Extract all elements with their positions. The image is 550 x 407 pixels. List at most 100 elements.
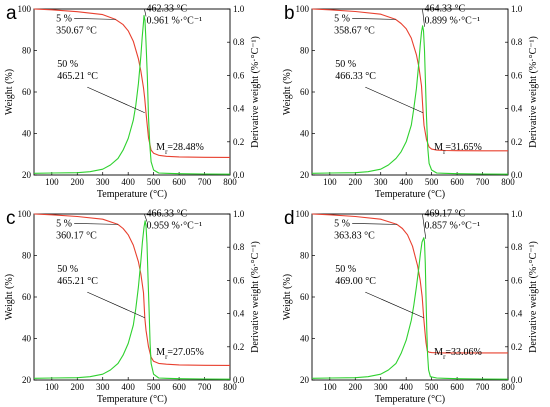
y-tick-label: 40 (22, 334, 32, 344)
x-axis-label: Temperature (°C) (375, 189, 445, 200)
y2-tick-label: 0.6 (511, 275, 523, 285)
x-tick-label: 800 (501, 177, 515, 187)
y2-tick-label: 0.0 (511, 375, 523, 385)
y2-axis-label: Derivative weight (%·°C⁻¹) (250, 241, 261, 353)
residue-label: Mr=31.65% (434, 142, 482, 156)
y-tick-label: 20 (22, 375, 32, 385)
residue-label: Mr=28.48% (156, 142, 204, 156)
peak-temperature: 466.33 °C (147, 208, 188, 219)
t50-value: 465.21 °C (57, 71, 98, 82)
y2-tick-label: 1.0 (511, 209, 523, 219)
x-tick-label: 500 (425, 177, 439, 187)
y2-tick-label: 0.4 (511, 309, 523, 319)
y2-axis-label: Derivative weight (%·°C⁻¹) (250, 36, 261, 148)
derivative-curve (311, 25, 509, 175)
x-tick-label: 200 (349, 177, 363, 187)
y2-tick-label: 0.2 (511, 137, 522, 147)
x-tick-label: 200 (71, 177, 85, 187)
x-axis-label: Temperature (°C) (375, 394, 445, 405)
y-tick-label: 40 (300, 129, 310, 139)
x-tick-label: 400 (399, 177, 413, 187)
y2-tick-label: 0.6 (233, 275, 245, 285)
x-tick-label: 400 (399, 382, 413, 392)
y-tick-label: 80 (22, 251, 32, 261)
t50-label: 50 % (335, 264, 356, 275)
t5-label: 5 % (334, 218, 350, 229)
y-tick-label: 80 (22, 46, 32, 56)
peak-leader (144, 9, 147, 17)
y-axis-label: Weight (%) (282, 69, 293, 115)
x-tick-label: 600 (172, 177, 186, 187)
peak-leader (144, 214, 148, 222)
x-tick-label: 200 (349, 382, 363, 392)
y-axis-label: Weight (%) (282, 274, 293, 320)
t50-label: 50 % (335, 59, 356, 70)
t50-label: 50 % (57, 59, 78, 70)
x-tick-label: 600 (450, 177, 464, 187)
x-tick-label: 700 (198, 382, 212, 392)
derivative-curve (33, 220, 231, 380)
x-tick-label: 500 (147, 177, 161, 187)
y2-tick-label: 0.8 (511, 37, 523, 47)
y-tick-label: 40 (22, 129, 32, 139)
x-tick-label: 600 (172, 382, 186, 392)
peak-temperature: 469.17 °C (425, 208, 466, 219)
residue-label: Mr=27.05% (156, 347, 204, 361)
y2-tick-label: 0.2 (233, 342, 244, 352)
y-tick-label: 60 (22, 292, 32, 302)
weight-curve (311, 213, 508, 354)
x-axis-label: Temperature (°C) (97, 189, 167, 200)
y2-tick-label: 0.8 (233, 37, 245, 47)
t50-leader (365, 291, 424, 319)
t5-value: 363.83 °C (334, 230, 375, 241)
y2-axis-label: Derivative weight (%·°C⁻¹) (528, 241, 539, 353)
weight-curve (311, 8, 508, 152)
t5-value: 350.67 °C (56, 25, 97, 36)
x-tick-label: 400 (121, 177, 135, 187)
y-tick-label: 100 (18, 4, 32, 14)
t5-leader (352, 223, 397, 225)
t5-leader (74, 223, 119, 225)
y2-tick-label: 0.4 (233, 309, 245, 319)
x-tick-label: 800 (223, 382, 237, 392)
t5-value: 360.17 °C (56, 230, 97, 241)
x-tick-label: 800 (223, 177, 237, 187)
y2-tick-label: 0.6 (511, 70, 523, 80)
panel-letter: d (284, 208, 295, 229)
y2-tick-label: 1.0 (233, 209, 245, 219)
t50-value: 469.00 °C (335, 276, 376, 287)
y-tick-label: 100 (296, 209, 310, 219)
t5-leader (74, 18, 116, 20)
weight-curve (33, 213, 231, 366)
peak-leader (422, 9, 425, 27)
residue-label: Mr=33.06% (434, 347, 482, 361)
y2-tick-label: 1.0 (233, 4, 245, 14)
t50-leader (365, 86, 424, 114)
derivative-curve (311, 237, 509, 380)
y2-tick-label: 0.2 (233, 137, 244, 147)
y-axis-label: Weight (%) (4, 274, 15, 320)
x-tick-label: 100 (323, 382, 337, 392)
t50-value: 466.33 °C (335, 71, 376, 82)
peak-rate: 0.961 %·°C⁻¹ (147, 15, 203, 26)
panel-letter: c (6, 208, 16, 229)
y2-tick-label: 0.4 (511, 104, 523, 114)
peak-rate: 0.899 %·°C⁻¹ (425, 15, 481, 26)
y-tick-label: 80 (300, 251, 310, 261)
t50-leader (87, 86, 145, 114)
t50-leader (87, 291, 145, 319)
y2-tick-label: 0.8 (233, 242, 245, 252)
x-tick-label: 800 (501, 382, 515, 392)
x-tick-label: 700 (476, 382, 490, 392)
y-tick-label: 40 (300, 334, 310, 344)
t5-label: 5 % (56, 13, 72, 24)
panel-letter: a (6, 3, 17, 24)
x-tick-label: 100 (323, 177, 337, 187)
x-tick-label: 500 (425, 382, 439, 392)
peak-leader (422, 214, 427, 239)
y2-tick-label: 0.0 (233, 375, 245, 385)
peak-temperature: 464.33 °C (425, 3, 466, 14)
derivative-curve (33, 14, 231, 175)
